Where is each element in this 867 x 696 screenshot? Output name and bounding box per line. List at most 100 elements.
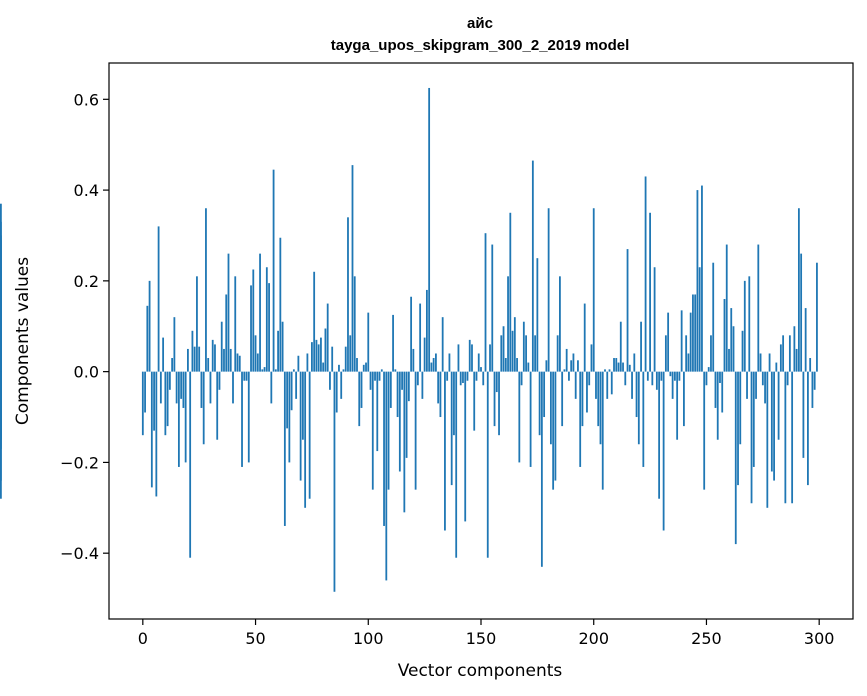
- bar-component-159: [500, 335, 503, 372]
- bar-component-148: [475, 371, 478, 381]
- bar-component-6: [155, 371, 158, 497]
- bar-component-15: [175, 371, 178, 404]
- bar-component-153: [486, 371, 489, 558]
- bar-component-18: [182, 371, 185, 408]
- bar-component-262: [732, 326, 735, 372]
- bar-component-61: [279, 237, 282, 372]
- bar-component-69: [297, 355, 300, 372]
- bar-component-191: [572, 353, 575, 372]
- bar-component-85: [333, 371, 336, 592]
- bar-component-218: [633, 353, 636, 372]
- bar-component-200: [592, 208, 595, 372]
- bar-component-179: [545, 360, 548, 372]
- bar-component-290: [795, 348, 798, 372]
- bar-component-171: [527, 362, 530, 372]
- bar-component-160: [502, 326, 505, 372]
- bar-component-168: [520, 371, 523, 386]
- bar-component-182: [552, 371, 555, 490]
- y-tick-label: 0.6: [74, 90, 99, 109]
- bar-component-229: [658, 371, 661, 499]
- bar-component-107: [383, 371, 385, 526]
- bar-component-119: [410, 296, 413, 372]
- bar-component-223: [644, 176, 647, 372]
- bar-component-109: [387, 371, 390, 490]
- bar-component-232: [664, 335, 667, 372]
- bar-component-272: [755, 371, 757, 399]
- bar-component-241: [685, 335, 688, 372]
- plot-frame: [108, 62, 854, 620]
- bar-component-34: [218, 371, 221, 390]
- bar-component-184: [556, 335, 559, 372]
- bar-component-259: [725, 244, 728, 372]
- bar-component-44: [241, 371, 243, 467]
- bar-component-103: [374, 371, 376, 381]
- bar-component-63: [283, 371, 286, 526]
- bar-component-13: [171, 358, 174, 372]
- bar-component-74: [308, 371, 311, 499]
- bar-component-65: [288, 371, 291, 463]
- bar-component-47: [247, 371, 250, 463]
- bar-component-287: [788, 335, 791, 372]
- bar-component-185: [559, 276, 561, 372]
- bar-component-273: [757, 244, 760, 372]
- bar-component-104: [376, 371, 379, 452]
- bar-component-250: [705, 371, 708, 386]
- bar-component-37: [225, 294, 228, 372]
- bar-component-125: [423, 337, 426, 372]
- bar-component-122: [416, 371, 419, 386]
- bar-component-242: [687, 353, 690, 372]
- bar-component-237: [676, 371, 679, 440]
- bar-component-238: [678, 371, 681, 381]
- bar-component-253: [712, 262, 715, 372]
- bar-component-246: [696, 190, 699, 372]
- x-tick-label: 0: [138, 629, 148, 648]
- bar-component-282: [777, 371, 780, 440]
- bar-component-95: [356, 358, 358, 372]
- bar-component-32: [214, 344, 216, 372]
- bar-component-48: [250, 285, 252, 372]
- bar-component-261: [730, 308, 733, 372]
- bar-component-82: [326, 303, 329, 372]
- bar-component-243: [689, 312, 692, 372]
- chart-subtitle: tayga_upos_skipgram_300_2_2019 model: [331, 37, 630, 54]
- bar-component-188: [565, 348, 568, 372]
- bar-component-94: [353, 276, 356, 372]
- bar-component-194: [579, 371, 582, 467]
- bar-component-222: [642, 371, 645, 467]
- bar-component-235: [671, 371, 674, 399]
- bar-component-275: [761, 371, 764, 386]
- bar-component-100: [367, 312, 370, 372]
- bar-component-267: [743, 280, 746, 372]
- bar-component-151: [482, 371, 485, 386]
- bar-component-78: [317, 344, 320, 372]
- bar-component-91: [347, 217, 349, 372]
- bar-component-79: [320, 337, 322, 372]
- bar-component-248: [701, 185, 703, 372]
- bar-component-1: [144, 371, 146, 413]
- y-tick-label: −0.4: [60, 544, 99, 563]
- bar-component-228: [655, 371, 658, 390]
- bar-component-24: [196, 276, 198, 372]
- bar-component-163: [509, 212, 512, 372]
- bar-component-51: [256, 353, 259, 372]
- bar-component-263: [734, 371, 737, 545]
- bar-component-258: [723, 299, 726, 372]
- bar-component-116: [403, 371, 406, 513]
- bar-component-83: [329, 371, 331, 390]
- bar-component-124: [421, 371, 424, 399]
- bar-component-156: [493, 371, 496, 427]
- bar-component-86: [335, 371, 338, 413]
- bar-component-10: [164, 371, 167, 436]
- bar-component-23: [193, 346, 196, 372]
- bar-component-145: [468, 339, 471, 372]
- bar-component-130: [435, 353, 437, 372]
- bar-component-135: [446, 371, 449, 381]
- bar-component-undefined: [0, 371, 2, 408]
- bar-component-56: [268, 283, 270, 372]
- bars-layer: [0, 87, 818, 592]
- bar-component-11: [166, 371, 169, 427]
- bar-component-296: [809, 358, 812, 372]
- bar-component-144: [466, 371, 469, 381]
- bar-component-276: [764, 371, 766, 404]
